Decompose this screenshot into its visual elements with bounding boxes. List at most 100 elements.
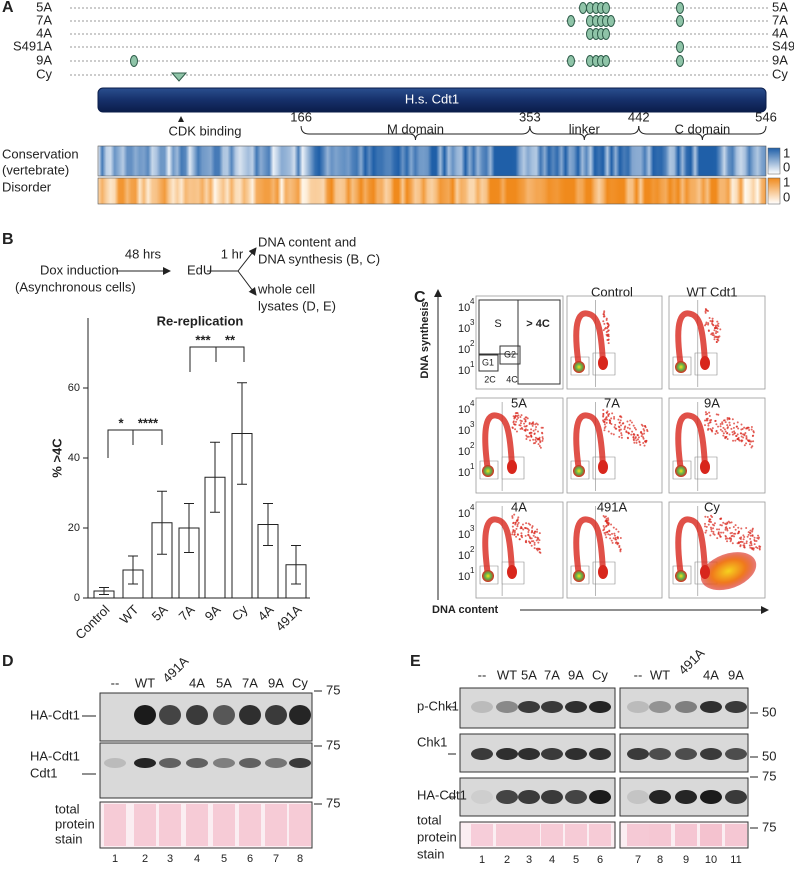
flow-event — [748, 544, 751, 547]
band — [496, 748, 518, 760]
flow-event — [726, 527, 729, 530]
tick-label: 10 — [458, 344, 470, 356]
flow-event — [605, 536, 608, 539]
flow-event — [730, 427, 733, 430]
flow-event — [602, 313, 605, 316]
flow-event — [602, 419, 605, 422]
flow-event — [716, 432, 719, 435]
flow-event — [713, 522, 716, 525]
flow-event — [636, 434, 639, 437]
lane-number: 4 — [194, 853, 200, 865]
flow-event — [532, 540, 535, 543]
flow-event — [623, 428, 626, 431]
tick-exponent: 2 — [470, 545, 475, 554]
x-tick-label: 491A — [272, 602, 304, 634]
flow-event — [707, 422, 710, 425]
flow-event — [603, 528, 606, 531]
mutation-site — [579, 2, 587, 14]
flow-event — [716, 537, 719, 540]
tick-label: 10 — [458, 302, 470, 314]
flow-event — [749, 534, 752, 537]
flow-event — [740, 527, 743, 530]
lane-number: 2 — [142, 853, 148, 865]
flow-event — [704, 310, 707, 313]
flow-event — [531, 525, 534, 528]
lane-label: 7A — [242, 675, 258, 690]
flow-density — [482, 412, 515, 472]
flow-event — [533, 543, 536, 546]
flow-event — [536, 430, 539, 433]
flow-event — [626, 420, 629, 423]
lane-number: 7 — [635, 854, 641, 866]
flow-event — [753, 536, 756, 539]
flow-event — [750, 542, 753, 545]
flow-event — [742, 534, 745, 537]
band — [565, 790, 587, 804]
flow-event — [640, 435, 643, 438]
flow-event — [712, 527, 715, 530]
flow-event — [720, 531, 723, 534]
flow-event — [512, 521, 515, 524]
flow-event — [713, 524, 716, 527]
flow-event — [534, 442, 537, 445]
flow-event — [604, 326, 607, 329]
band — [675, 748, 697, 760]
flow-event — [743, 546, 746, 549]
row-label: 7A — [36, 12, 52, 27]
plot-title: 5A — [511, 395, 527, 410]
g2-population — [700, 565, 710, 579]
flow-event — [716, 330, 719, 333]
flow-event — [714, 419, 717, 422]
flow-event — [711, 430, 714, 433]
plot-frame — [566, 397, 663, 494]
flow-text: DNA synthesis (B, C) — [258, 251, 380, 266]
flow-event — [607, 413, 610, 416]
flow-event — [728, 537, 731, 540]
flow-event — [737, 526, 740, 529]
lane-label: -- — [478, 667, 487, 682]
flow-event — [612, 526, 615, 529]
tick-label: 10 — [458, 508, 470, 520]
lane-label: Cy — [292, 675, 308, 690]
row-label: protein — [417, 829, 457, 844]
flow-event — [520, 532, 523, 535]
flow-event — [619, 428, 622, 431]
flow-event — [620, 432, 623, 435]
flow-event — [712, 332, 715, 335]
flow-event — [745, 527, 748, 530]
row-label: p-Chk1 — [417, 698, 459, 713]
flow-event — [619, 419, 622, 422]
flow-event — [745, 442, 748, 445]
flow-event — [730, 535, 733, 538]
chart-title: Re-replication — [157, 313, 244, 328]
flow-event — [538, 551, 541, 554]
flow-event — [717, 531, 720, 534]
flow-event — [756, 546, 759, 549]
y-tick-label: 20 — [68, 522, 80, 534]
flow-event — [745, 437, 748, 440]
gate-label: 4C — [506, 374, 518, 384]
stain-lane — [159, 804, 181, 846]
flow-event — [707, 310, 710, 313]
g1-population — [675, 570, 687, 582]
flow-event — [752, 548, 755, 551]
flow-event — [533, 432, 536, 435]
flow-event — [612, 537, 615, 540]
flow-event — [750, 425, 753, 428]
flow-event — [511, 426, 514, 429]
flow-event — [520, 420, 523, 423]
marker-label: 75 — [326, 795, 340, 810]
flow-event — [607, 324, 610, 327]
band — [496, 790, 518, 804]
flow-event — [602, 320, 605, 323]
flow-event — [752, 440, 755, 443]
flow-event — [726, 418, 729, 421]
band — [159, 705, 181, 725]
protein-name: H.s. Cdt1 — [405, 91, 459, 106]
band — [134, 758, 156, 768]
flow-event — [530, 544, 533, 547]
flow-event — [708, 421, 711, 424]
g2-population — [700, 356, 710, 370]
flow-event — [740, 540, 743, 543]
flow-event — [704, 525, 707, 528]
